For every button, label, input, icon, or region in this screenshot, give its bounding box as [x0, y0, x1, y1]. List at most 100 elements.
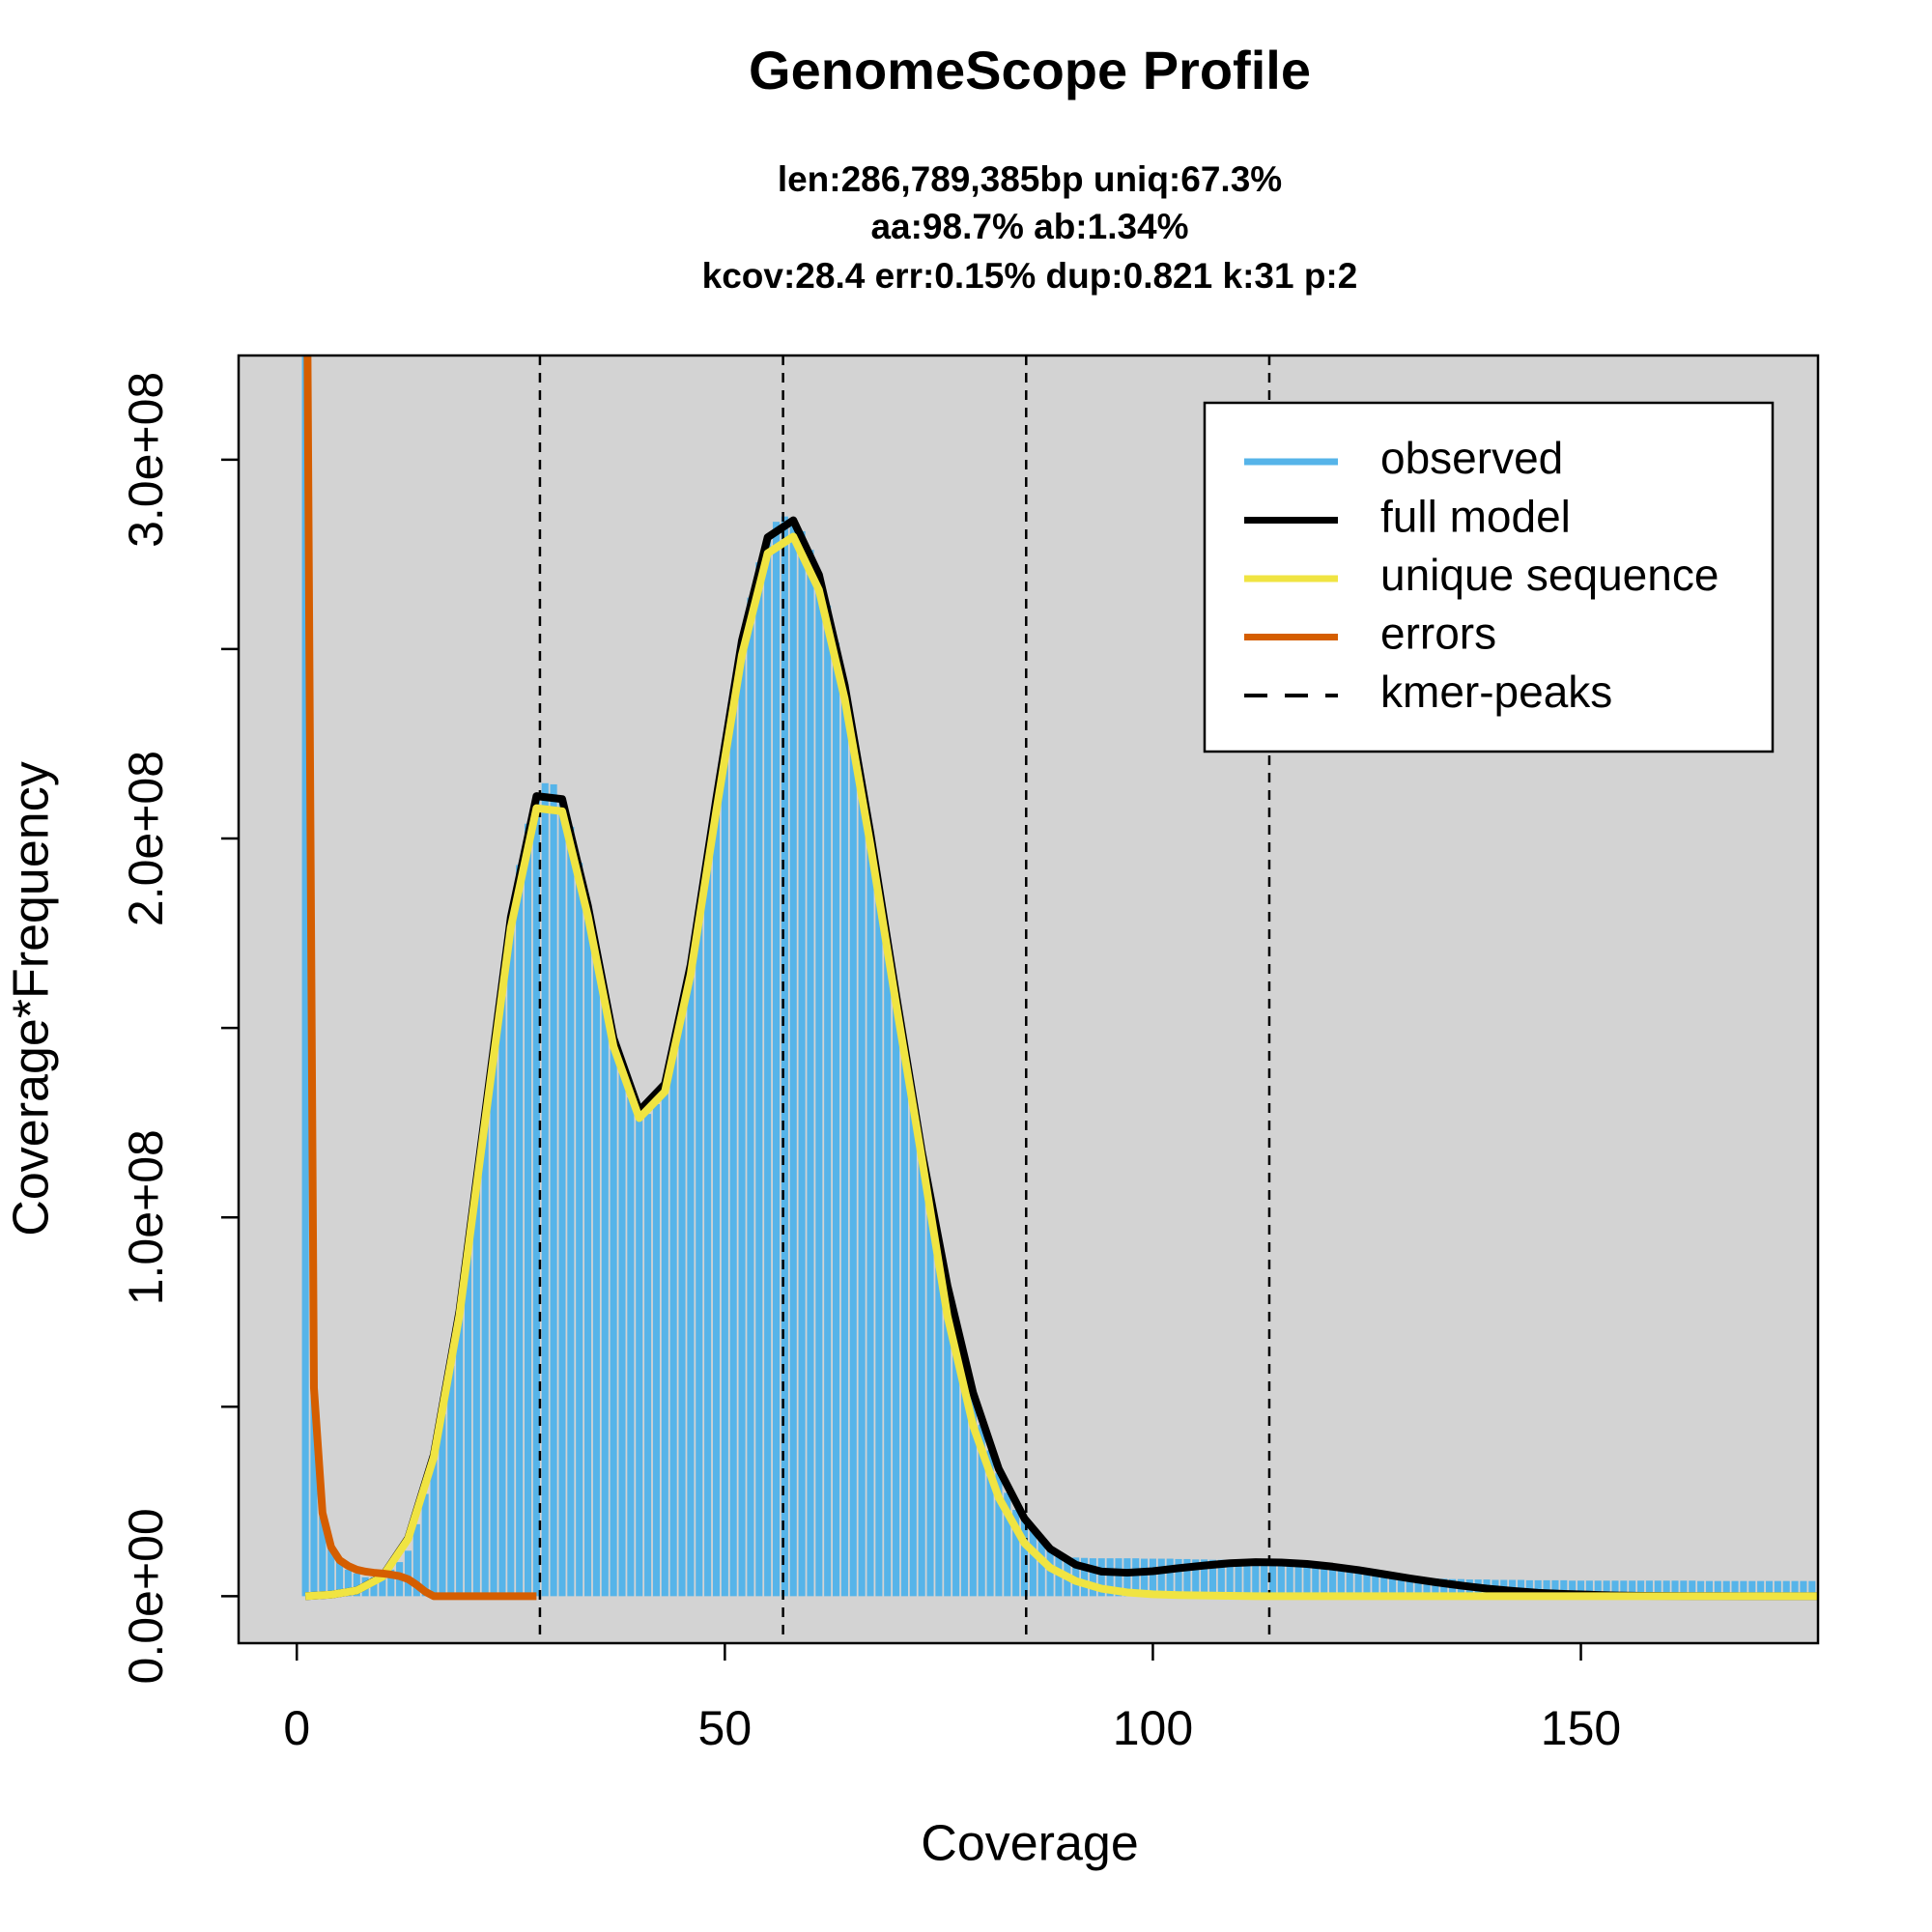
subtitle: len:286,789,385bp uniq:67.3%	[778, 159, 1282, 199]
bar	[1689, 1580, 1696, 1597]
bar	[1294, 1564, 1302, 1597]
bar	[833, 642, 840, 1597]
bar	[1782, 1580, 1790, 1597]
bar	[1757, 1580, 1765, 1597]
bar	[900, 1049, 908, 1597]
bar	[456, 1311, 464, 1597]
bar	[1337, 1570, 1345, 1597]
bar	[310, 1369, 318, 1597]
bar	[1680, 1580, 1688, 1597]
bar	[344, 1569, 352, 1597]
subtitle: kcov:28.4 err:0.15% dup:0.821 k:31 p:2	[702, 256, 1358, 296]
bar	[618, 1072, 626, 1597]
plot-frame	[237, 354, 1820, 1645]
bar	[1662, 1580, 1670, 1597]
bar	[729, 689, 737, 1597]
bar	[1208, 1559, 1217, 1597]
x-tick-label: 150	[1541, 1701, 1621, 1755]
bar	[1525, 1579, 1533, 1597]
bar	[1106, 1558, 1114, 1597]
bar	[652, 1103, 660, 1597]
model-line	[303, 355, 537, 1601]
bar	[1629, 1580, 1636, 1597]
bar	[1372, 1574, 1379, 1597]
bar	[840, 685, 848, 1597]
bar	[319, 1513, 327, 1597]
bar	[387, 1569, 395, 1597]
legend-label: full model	[1380, 492, 1571, 542]
bar	[1115, 1558, 1122, 1597]
y-axis-label: Coverage*Frequency	[4, 761, 60, 1236]
bar	[1423, 1577, 1431, 1597]
bar	[1192, 1559, 1200, 1597]
bar	[1765, 1580, 1774, 1597]
bar	[1235, 1560, 1242, 1597]
bar	[1089, 1558, 1096, 1597]
bar	[1037, 1541, 1045, 1597]
bar	[1440, 1578, 1448, 1597]
bar	[952, 1326, 960, 1597]
bar	[807, 550, 814, 1597]
bar	[644, 1114, 652, 1597]
bar	[1029, 1530, 1037, 1597]
bar	[1097, 1558, 1105, 1597]
bar	[412, 1523, 420, 1597]
bar	[1705, 1580, 1713, 1597]
bar	[798, 530, 806, 1597]
bar	[1046, 1548, 1054, 1597]
bar	[353, 1573, 360, 1597]
bar	[1268, 1562, 1277, 1597]
bar	[1132, 1558, 1140, 1597]
bar	[1252, 1560, 1260, 1597]
bar	[558, 799, 566, 1597]
bar	[1791, 1580, 1799, 1597]
y-tick-label: 1.0e+08	[119, 1129, 173, 1305]
bar	[1551, 1579, 1559, 1597]
bar	[1380, 1575, 1388, 1597]
bar	[1800, 1580, 1807, 1597]
bar	[1354, 1572, 1362, 1597]
bar	[969, 1395, 977, 1597]
bar	[1645, 1580, 1653, 1597]
bar	[935, 1245, 943, 1597]
bar	[1175, 1558, 1182, 1597]
bar	[944, 1287, 952, 1597]
bar	[404, 1550, 412, 1597]
bar	[678, 1012, 686, 1597]
bar	[1004, 1492, 1011, 1597]
bar	[738, 639, 746, 1597]
bar	[696, 912, 703, 1597]
bar	[507, 917, 515, 1597]
bar	[1808, 1580, 1816, 1597]
bar	[1321, 1567, 1328, 1597]
bar	[1585, 1580, 1593, 1597]
chart-title: GenomeScope Profile	[749, 40, 1311, 100]
bar	[978, 1424, 985, 1597]
bar	[379, 1573, 386, 1597]
bar	[960, 1362, 969, 1597]
bar	[1081, 1557, 1089, 1597]
bar	[490, 1044, 497, 1597]
bar	[430, 1455, 438, 1597]
bar	[1543, 1579, 1550, 1597]
bar	[1611, 1580, 1619, 1597]
bar	[439, 1413, 446, 1597]
bar	[1637, 1580, 1645, 1597]
legend: observed full model unique sequence errors k…	[1203, 401, 1775, 753]
legend-label: observed	[1380, 433, 1563, 483]
bar	[1697, 1580, 1705, 1597]
bar	[1731, 1580, 1739, 1597]
bar	[636, 1110, 643, 1597]
bar	[1157, 1558, 1165, 1597]
bar	[755, 562, 763, 1597]
bar	[1397, 1576, 1405, 1597]
bar	[567, 826, 575, 1597]
x-tick-label: 50	[698, 1701, 753, 1755]
bar	[1389, 1576, 1397, 1597]
bar	[772, 522, 781, 1597]
bar	[1277, 1562, 1285, 1597]
x-axis-label: Coverage	[921, 1816, 1138, 1872]
bar	[712, 798, 721, 1597]
bar	[576, 863, 583, 1597]
